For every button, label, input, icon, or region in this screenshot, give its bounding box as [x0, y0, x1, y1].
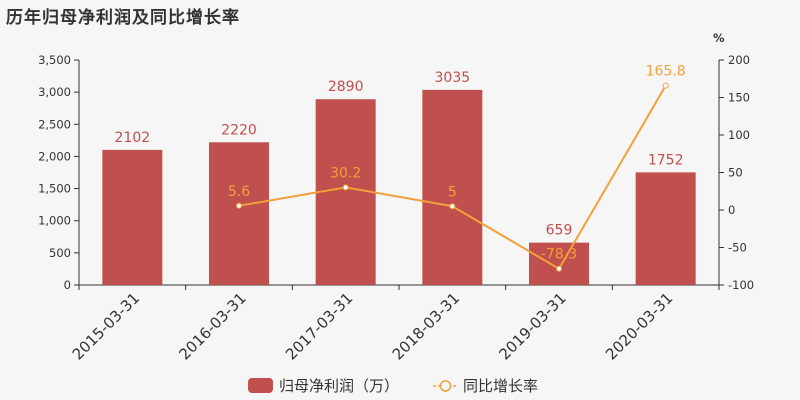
y-left-tick-label: 3,500	[38, 53, 71, 67]
growth-point	[556, 265, 562, 272]
y-right-tick-label: 150	[728, 91, 750, 105]
y-right-tick-label: -50	[728, 241, 747, 255]
growth-point	[662, 82, 669, 89]
x-tick-label: 2017-03-31	[282, 289, 356, 363]
bar	[315, 99, 376, 285]
bar-value-label: 2890	[328, 79, 364, 95]
bar-value-label: 2220	[221, 122, 257, 138]
growth-point	[236, 202, 242, 209]
growth-value-label: 5	[448, 184, 457, 200]
bar-value-label: 2102	[115, 130, 151, 146]
x-tick-label: 2020-03-31	[602, 289, 676, 363]
y-left-tick-label: 1,500	[38, 182, 71, 196]
y-left-tick-label: 500	[49, 246, 71, 260]
bar-value-label: 1752	[648, 152, 684, 168]
bar	[422, 89, 483, 286]
growth-point	[449, 203, 456, 210]
y-left-tick-label: 2,500	[38, 117, 71, 131]
x-tick-label: 2018-03-31	[389, 289, 463, 363]
y-right-tick-label: 0	[728, 203, 735, 217]
y-right-unit-label: %	[713, 31, 725, 45]
y-left-tick-label: 2,000	[38, 149, 71, 163]
bar	[635, 172, 696, 285]
bar	[209, 142, 269, 285]
growth-value-label: 165.8	[646, 64, 686, 80]
x-tick-label: 2016-03-31	[175, 289, 249, 363]
growth-value-label: 5.6	[228, 184, 250, 200]
bar	[102, 149, 163, 285]
bar-value-label: 659	[546, 223, 573, 239]
legend-bar-label: 归母净利润（万）	[279, 377, 399, 395]
growth-value-label: -78.3	[541, 247, 577, 263]
legend-line-label: 同比增长率	[463, 377, 538, 395]
growth-value-label: 30.2	[330, 165, 361, 181]
chart-title: 历年归母净利润及同比增长率	[6, 8, 240, 28]
bar	[529, 242, 589, 285]
growth-point	[342, 184, 349, 191]
y-left-tick-label: 0	[64, 278, 71, 292]
legend-line-marker	[439, 380, 452, 392]
x-tick-label: 2019-03-31	[495, 289, 569, 363]
y-left-tick-label: 1,000	[38, 214, 71, 228]
y-right-tick-label: -100	[728, 278, 754, 292]
bar-value-label: 3035	[435, 70, 471, 86]
x-tick-label: 2015-03-31	[69, 289, 143, 363]
legend-bar-swatch	[248, 378, 273, 393]
y-right-tick-label: 50	[728, 166, 743, 180]
y-right-tick-label: 100	[728, 128, 750, 142]
y-right-tick-label: 200	[728, 53, 750, 67]
y-left-tick-label: 3,000	[38, 85, 71, 99]
